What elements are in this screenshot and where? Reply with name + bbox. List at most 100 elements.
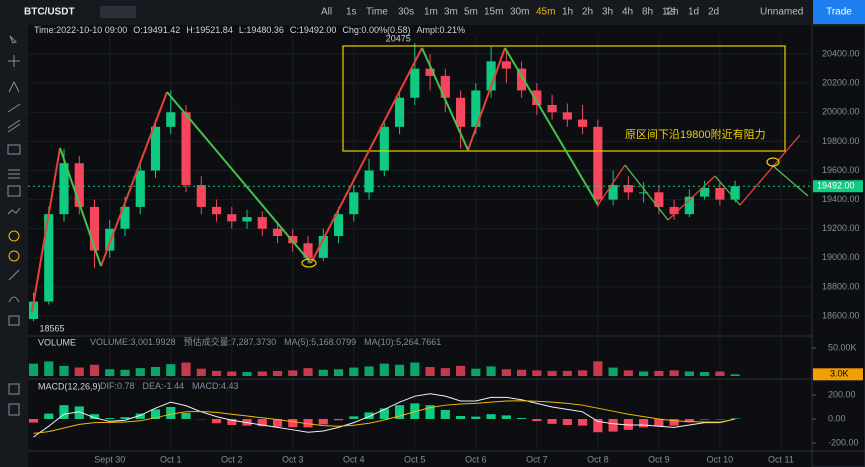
volume-bar	[562, 370, 572, 376]
last-price-label: 19492.00	[817, 181, 855, 191]
volume-bar	[700, 372, 710, 376]
volume-bar	[181, 362, 191, 376]
pattern-tool[interactable]	[7, 207, 21, 215]
speed[interactable]: 1s	[665, 7, 676, 18]
channel-tool[interactable]	[7, 119, 21, 133]
measure-tool[interactable]	[7, 185, 21, 197]
brush-tool[interactable]	[8, 296, 20, 303]
volume-bar	[59, 365, 69, 376]
x-tick-label: Oct 4	[343, 454, 365, 464]
top-toolbar	[0, 0, 865, 25]
macd-bar	[471, 416, 481, 420]
crosshair-tool[interactable]	[8, 55, 20, 67]
interval[interactable]: 5m	[464, 7, 478, 18]
interval[interactable]: 1m	[424, 7, 438, 18]
macd-bar	[28, 419, 39, 423]
interval[interactable]: 2d	[708, 7, 719, 18]
interval[interactable]: 1s	[346, 7, 357, 18]
macd-bar	[578, 419, 588, 426]
left-toolbar	[0, 25, 28, 467]
annotation: 原区间下沿19800附近有阻力	[625, 127, 766, 141]
macd-bar	[608, 419, 618, 432]
interval[interactable]: 3h	[602, 7, 613, 18]
macd-bar	[532, 419, 542, 422]
all-menu[interactable]: All	[321, 7, 332, 18]
interval[interactable]: 3m	[444, 7, 458, 18]
layers-tool[interactable]	[8, 383, 20, 395]
shape-tool[interactable]	[7, 144, 21, 155]
volume-bar	[532, 370, 542, 376]
volume-bar	[547, 370, 557, 376]
volume-bar	[517, 369, 527, 376]
low-label: 18565	[39, 324, 64, 334]
macd-bar	[44, 413, 54, 420]
up-legs-small	[597, 134, 801, 221]
ruler-tool[interactable]	[8, 269, 20, 281]
macd-bar	[517, 418, 527, 420]
interval[interactable]: 1h	[562, 7, 573, 18]
symbol[interactable]: BTC/USDT	[24, 7, 75, 18]
macd-bar	[700, 419, 710, 420]
lock-tool[interactable]	[8, 250, 20, 262]
y-tick-label: 20400.00	[822, 48, 860, 58]
candle-body	[288, 236, 298, 244]
macd-bar	[639, 419, 649, 428]
candle-body	[455, 97, 466, 127]
interval[interactable]: 45m	[536, 7, 555, 18]
info-item: H:19521.84	[186, 25, 233, 35]
interval[interactable]: 12h	[662, 7, 679, 18]
trade-label[interactable]: Trade	[826, 7, 852, 18]
interval[interactable]: 2h	[582, 7, 593, 18]
hide-tool[interactable]	[8, 315, 20, 326]
interval[interactable]: 30m	[510, 7, 529, 18]
interval[interactable]: 8h	[642, 7, 653, 18]
info-item: Time:2022-10-10 09:00	[34, 25, 127, 35]
candle-body	[333, 214, 344, 237]
y-tick-label: 19800.00	[822, 136, 860, 146]
candle-body	[425, 68, 435, 76]
candle-body	[211, 206, 222, 215]
volume-bar	[715, 371, 725, 376]
interval[interactable]: 30s	[398, 7, 414, 18]
y-tick-label: 18600.00	[822, 310, 860, 320]
trade-button[interactable]	[813, 0, 865, 24]
volume-bar	[120, 369, 130, 376]
volume-bar	[455, 365, 466, 376]
interval[interactable]: 1d	[688, 7, 699, 18]
volume-bar	[105, 369, 115, 376]
layout-name[interactable]: Unnamed	[760, 7, 803, 18]
volume-bar	[349, 367, 359, 376]
magnet-tool[interactable]	[8, 230, 20, 242]
delete-tool[interactable]	[8, 403, 20, 416]
candle-body	[44, 214, 54, 302]
y-tick-label: 19200.00	[822, 223, 860, 233]
info-item: 预估成交量:7,287.3730	[184, 336, 277, 347]
left-tools	[7, 35, 21, 416]
candle-body	[120, 206, 130, 229]
macd-bar	[379, 408, 389, 420]
macd-bar	[349, 416, 359, 420]
line-tool[interactable]	[7, 103, 21, 113]
volume-bar	[471, 368, 481, 376]
macd-dif-line	[33, 393, 736, 438]
x-tick-label: Oct 7	[526, 454, 548, 464]
y-tick-label: 19000.00	[822, 252, 860, 262]
fib-tool[interactable]	[8, 169, 20, 179]
interval[interactable]: 4h	[622, 7, 633, 18]
volume-bar	[669, 370, 679, 376]
text-tool[interactable]	[8, 80, 20, 93]
y-tick-label: 0.00	[828, 413, 846, 423]
candle-body	[364, 170, 374, 193]
interval[interactable]: 15m	[484, 7, 503, 18]
cursor-tool[interactable]	[9, 35, 17, 44]
interval[interactable]: Time	[366, 7, 388, 18]
volume-bar	[288, 370, 298, 376]
macd-bar	[227, 419, 237, 426]
volume-bar	[684, 371, 694, 376]
candle-body	[394, 97, 405, 127]
volume-title: VOLUME	[38, 337, 76, 347]
y-tick-label: 18800.00	[822, 281, 860, 291]
macd-bar	[272, 419, 283, 427]
macd-bar	[440, 409, 450, 420]
x-tick-label: Oct 9	[648, 454, 670, 464]
